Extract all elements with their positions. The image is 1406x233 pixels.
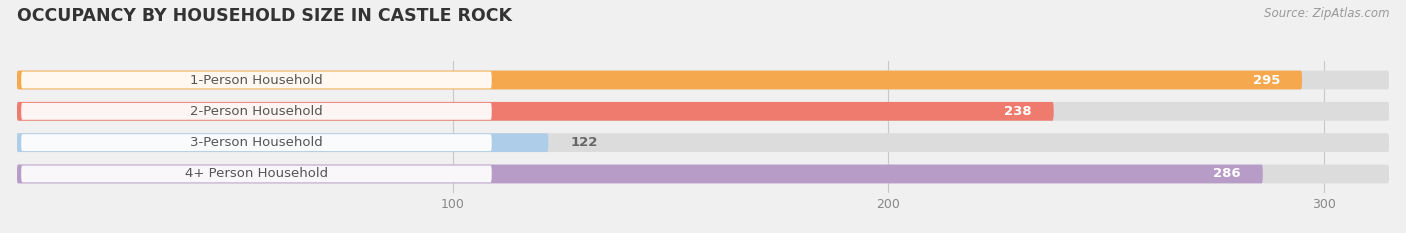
Text: 295: 295 [1253, 73, 1281, 86]
Text: 122: 122 [569, 136, 598, 149]
FancyBboxPatch shape [21, 134, 492, 151]
FancyBboxPatch shape [21, 103, 492, 120]
Text: Source: ZipAtlas.com: Source: ZipAtlas.com [1264, 7, 1389, 20]
FancyBboxPatch shape [17, 102, 1389, 121]
Text: 286: 286 [1213, 168, 1241, 181]
FancyBboxPatch shape [17, 102, 1053, 121]
FancyBboxPatch shape [17, 164, 1263, 183]
Text: 2-Person Household: 2-Person Household [190, 105, 323, 118]
FancyBboxPatch shape [17, 133, 548, 152]
FancyBboxPatch shape [21, 165, 492, 182]
FancyBboxPatch shape [17, 71, 1389, 89]
Text: 238: 238 [1004, 105, 1032, 118]
Text: OCCUPANCY BY HOUSEHOLD SIZE IN CASTLE ROCK: OCCUPANCY BY HOUSEHOLD SIZE IN CASTLE RO… [17, 7, 512, 25]
FancyBboxPatch shape [17, 71, 1302, 89]
Text: 1-Person Household: 1-Person Household [190, 73, 323, 86]
FancyBboxPatch shape [17, 133, 1389, 152]
FancyBboxPatch shape [21, 72, 492, 89]
Text: 4+ Person Household: 4+ Person Household [186, 168, 328, 181]
Text: 3-Person Household: 3-Person Household [190, 136, 323, 149]
FancyBboxPatch shape [17, 164, 1389, 183]
